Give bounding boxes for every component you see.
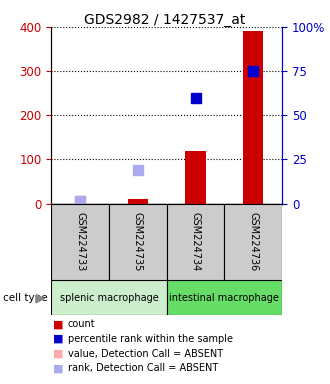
- Bar: [224, 204, 282, 280]
- Bar: [51, 204, 109, 280]
- Text: count: count: [68, 319, 95, 329]
- Text: intestinal macrophage: intestinal macrophage: [170, 293, 279, 303]
- Text: cell type: cell type: [3, 293, 48, 303]
- Bar: [243, 31, 263, 204]
- Text: GDS2982 / 1427537_at: GDS2982 / 1427537_at: [84, 13, 246, 27]
- Text: GSM224736: GSM224736: [248, 212, 258, 271]
- Text: GSM224734: GSM224734: [190, 212, 201, 271]
- Text: value, Detection Call = ABSENT: value, Detection Call = ABSENT: [68, 349, 223, 359]
- Text: ■: ■: [52, 334, 63, 344]
- Text: ■: ■: [52, 363, 63, 373]
- Bar: [109, 204, 167, 280]
- Bar: [185, 151, 206, 204]
- Bar: [128, 199, 148, 204]
- Text: GSM224733: GSM224733: [75, 212, 85, 271]
- Bar: [167, 204, 224, 280]
- Bar: [167, 280, 282, 315]
- Text: splenic macrophage: splenic macrophage: [59, 293, 158, 303]
- Text: ■: ■: [52, 349, 63, 359]
- Text: rank, Detection Call = ABSENT: rank, Detection Call = ABSENT: [68, 363, 218, 373]
- Text: percentile rank within the sample: percentile rank within the sample: [68, 334, 233, 344]
- Text: GSM224735: GSM224735: [133, 212, 143, 271]
- Text: ▶: ▶: [36, 291, 46, 304]
- Text: ■: ■: [52, 319, 63, 329]
- Bar: [51, 280, 167, 315]
